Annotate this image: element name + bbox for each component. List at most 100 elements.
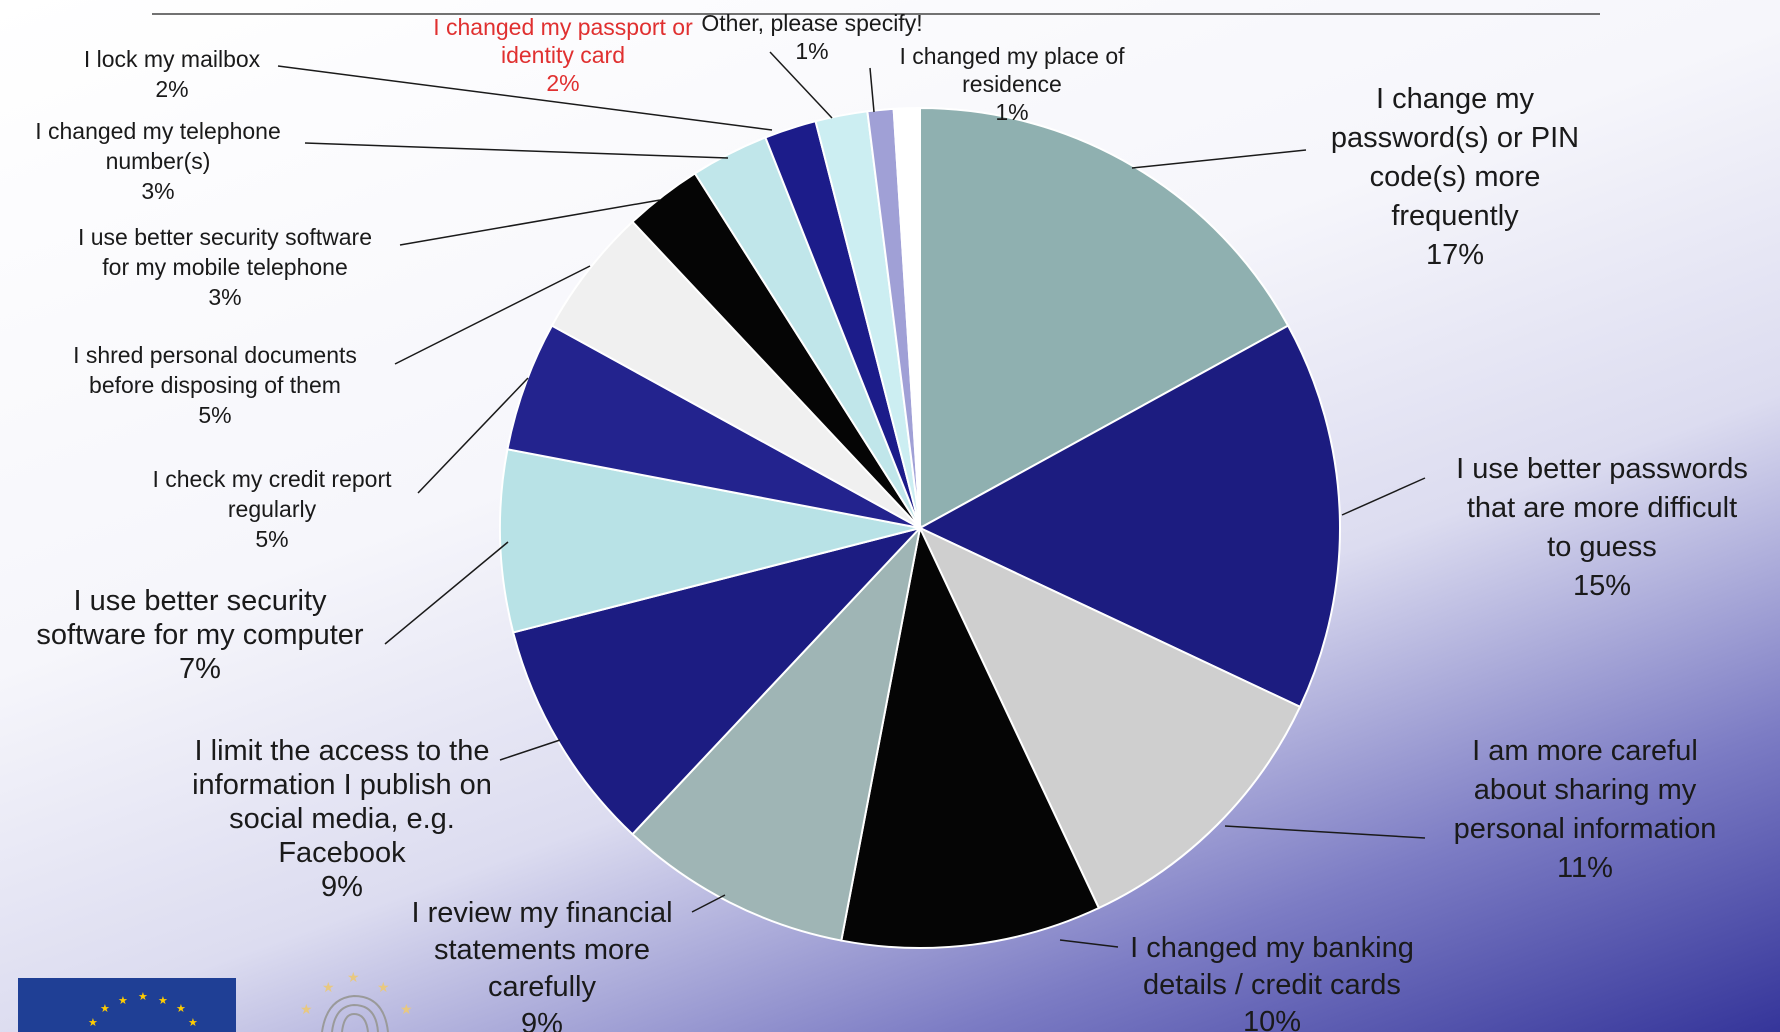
slice-label-line: I changed my place of: [899, 43, 1125, 69]
leader-line: [384, 541, 509, 645]
slice-label: I lock my mailbox 2%: [84, 46, 261, 102]
slice-label-line: carefully: [488, 971, 596, 1003]
pie-slice: [631, 524, 922, 942]
pie-slice: [919, 106, 1290, 530]
slice-label: I changed my telephone number(s) 3%: [35, 118, 281, 204]
slice-label-line: before disposing of them: [89, 372, 341, 398]
slice-label: I review my financial statements more care…: [411, 897, 672, 1032]
svg-text:★: ★: [322, 979, 335, 995]
slice-label-line: I changed my passport or: [433, 14, 693, 40]
svg-text:★: ★: [400, 1001, 413, 1017]
slice-label-line: I am more careful: [1472, 735, 1698, 767]
slice-label: I shred personal documents before disposi…: [73, 342, 357, 428]
slice-label-line: I changed my banking: [1130, 932, 1414, 964]
slice-label-line: I changed my telephone: [35, 118, 281, 144]
slice-label-line: social media, e.g.: [229, 803, 455, 835]
slice-percent: 5%: [198, 402, 231, 428]
slice-label-line: I check my credit report: [152, 466, 392, 492]
star-icon: ★: [100, 1003, 110, 1015]
star-icon: ★: [138, 991, 148, 1003]
slice-label-line: I limit the access to the: [195, 735, 490, 767]
slice-percent: 9%: [321, 871, 363, 903]
slice-label: I am more careful about sharing my persona…: [1454, 735, 1717, 884]
leader-line: [1341, 477, 1426, 516]
pie-slice: [917, 525, 1302, 910]
slice-label-line: password(s) or PIN: [1331, 122, 1579, 154]
star-icon: ★: [88, 1017, 98, 1029]
eu-flag-logo: ★ ★ ★ ★ ★ ★ ★: [18, 978, 236, 1032]
svg-text:★: ★: [377, 979, 390, 995]
slice-label-line: software for my computer: [36, 619, 363, 651]
slice-label-line: for my mobile telephone: [102, 254, 347, 280]
slice-label-line: I use better security software: [78, 224, 372, 250]
leader-line: [691, 894, 726, 913]
pie-slice: [892, 106, 921, 529]
pie-slice: [917, 324, 1341, 709]
star-icon: ★: [176, 1003, 186, 1015]
slice-label-line: I use better security: [73, 585, 327, 617]
leader-line: [277, 65, 773, 131]
slice-percent: 5%: [255, 526, 288, 552]
slice-label: I limit the access to the information I p…: [192, 735, 492, 903]
slice-percent: 1%: [795, 38, 828, 64]
slice-percent: 9%: [521, 1008, 563, 1032]
leader-line: [769, 51, 833, 119]
leader-line: [417, 377, 529, 494]
slice-label: I use better passwords that are more diff…: [1456, 453, 1748, 602]
pie-slice: [840, 524, 1101, 949]
slice-label-line: regularly: [228, 496, 317, 522]
fingerprint-logo: ★ ★ ★ ★ ★: [300, 969, 413, 1032]
slice-label: I check my credit report regularly 5%: [152, 466, 392, 552]
slice-percent: 10%: [1243, 1006, 1301, 1032]
slice-label-line: Other, please specify!: [701, 10, 922, 36]
slice-percent: 7%: [179, 653, 221, 685]
slice-label-line: about sharing my: [1474, 774, 1697, 806]
slice-percent: 11%: [1557, 852, 1613, 884]
slice-label-line: information I publish on: [192, 769, 492, 801]
pie-slice: [511, 526, 924, 836]
slice-label-line: I shred personal documents: [73, 342, 357, 368]
slice-label-line: I review my financial: [411, 897, 672, 929]
slice-label: I changed my banking details / credit car…: [1130, 932, 1414, 1032]
leader-line: [1059, 939, 1119, 948]
pie-slice: [499, 448, 921, 634]
slice-label-line: residence: [962, 71, 1062, 97]
slice-percent: 2%: [546, 70, 579, 96]
leader-line: [394, 265, 591, 365]
slice-label: I change my password(s) or PIN code(s) mor…: [1331, 83, 1579, 271]
slice-percent: 3%: [208, 284, 241, 310]
slice-label-line: personal information: [1454, 813, 1717, 845]
slice-label-line: I use better passwords: [1456, 453, 1748, 485]
slice-label: Other, please specify! 1%: [701, 10, 922, 64]
leader-line: [499, 739, 561, 761]
slice-percent: 17%: [1426, 239, 1484, 271]
leader-line: [399, 199, 661, 246]
slice-percent: 15%: [1573, 570, 1631, 602]
slice-percent: 1%: [995, 99, 1028, 125]
leader-line: [869, 67, 875, 113]
leader-line: [304, 142, 729, 159]
slice-percent: 2%: [155, 76, 188, 102]
slice-label-line: frequently: [1391, 200, 1519, 232]
slice-label: I changed my passport or identity card 2%: [433, 14, 693, 96]
star-icon: ★: [158, 995, 168, 1007]
slice-label-line: to guess: [1547, 531, 1657, 563]
slice-percent: 3%: [141, 178, 174, 204]
slice-label: I use better security software for my com…: [36, 585, 363, 685]
star-icon: ★: [118, 995, 128, 1007]
leader-line: [1224, 825, 1426, 839]
svg-text:★: ★: [300, 1001, 313, 1017]
slice-label-line: I change my: [1376, 83, 1534, 115]
leader-line: [1131, 149, 1307, 169]
slice-label-line: number(s): [106, 148, 211, 174]
slice-label: I use better security software for my mob…: [78, 224, 372, 310]
svg-text:★: ★: [347, 969, 360, 985]
slice-label: I changed my place of residence 1%: [899, 43, 1125, 125]
slice-label-line: Facebook: [278, 837, 406, 869]
slice-label-line: code(s) more: [1370, 161, 1541, 193]
slice-label-line: details / credit cards: [1143, 969, 1401, 1001]
star-icon: ★: [188, 1017, 198, 1029]
slice-label-line: identity card: [501, 42, 625, 68]
slice-label-line: I lock my mailbox: [84, 46, 261, 72]
